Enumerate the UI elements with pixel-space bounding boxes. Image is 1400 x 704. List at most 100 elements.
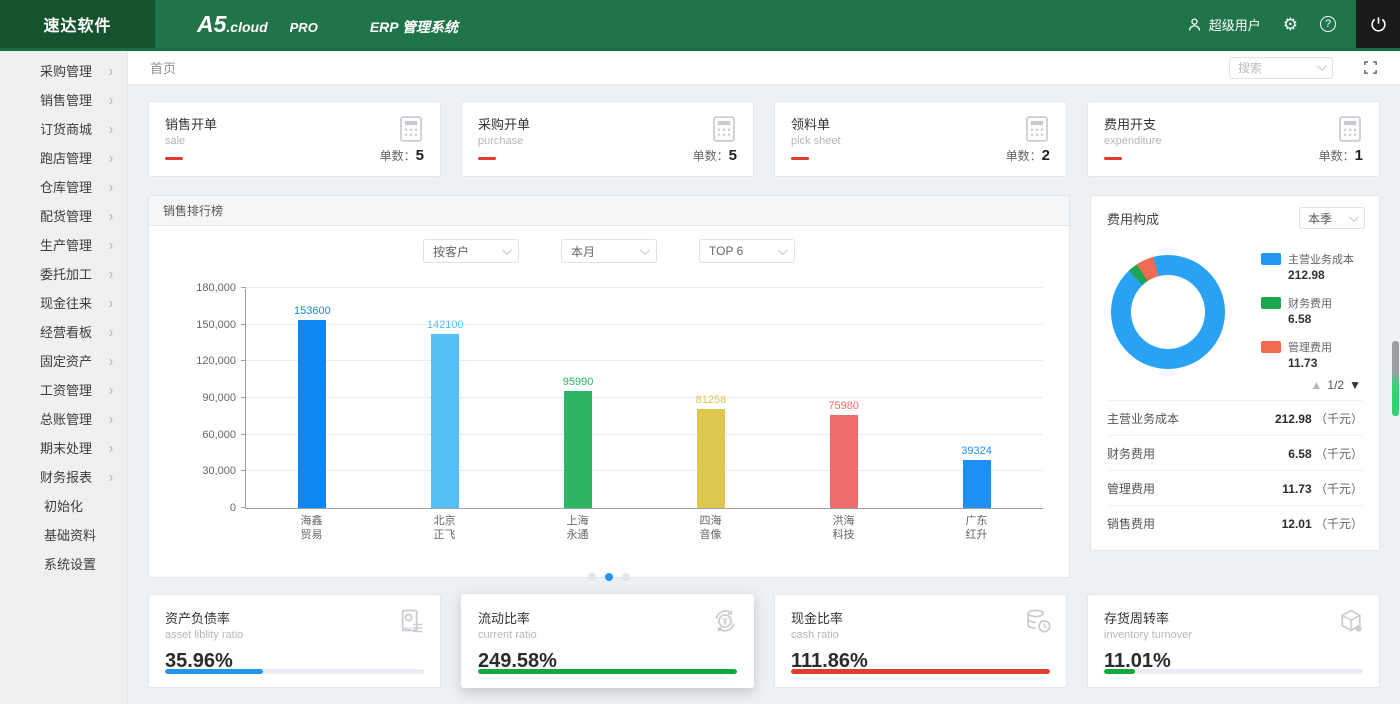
stat-card-subtitle: sale	[165, 135, 424, 147]
stat-card-title: 采购开单	[478, 114, 737, 133]
scrollbar-track	[1391, 51, 1399, 704]
chevron-right-icon: ›	[109, 206, 113, 224]
progress-track	[791, 669, 1050, 674]
chart-filter-select-2[interactable]: 本月	[561, 239, 657, 263]
sidebar-item-15[interactable]: 财务报表›	[0, 462, 127, 491]
user-icon	[1186, 16, 1203, 33]
filter-value: TOP 6	[709, 244, 743, 258]
bar[interactable]	[963, 460, 991, 508]
search-input[interactable]: 搜索	[1229, 57, 1333, 79]
ratio-card-1[interactable]: 资产负债率asset liblity ratio 35.96%	[148, 594, 441, 688]
scrollbar-thumb[interactable]	[1392, 341, 1399, 416]
chevron-right-icon: ›	[109, 380, 113, 398]
ratio-card-2[interactable]: 流动比率current ratio 249.58%	[461, 594, 754, 688]
help-icon: ?	[1320, 16, 1336, 32]
document-coin-icon	[398, 607, 426, 635]
progress-track	[478, 669, 737, 674]
help-button[interactable]: ?	[1320, 16, 1336, 32]
bar-value-label: 142100	[427, 319, 464, 331]
red-dash-indicator	[1104, 157, 1122, 160]
ratio-card-subtitle: current ratio	[478, 629, 737, 641]
calculator-icon	[1335, 114, 1365, 144]
expense-row-label: 财务费用	[1107, 445, 1155, 462]
sidebar-item-18[interactable]: 系统设置	[0, 549, 127, 578]
carousel-dot-3[interactable]	[622, 573, 630, 581]
filter-value: 按客户	[433, 243, 469, 260]
sidebar-item-12[interactable]: 工资管理›	[0, 375, 127, 404]
pager-down-icon[interactable]: ▼	[1349, 378, 1361, 392]
sidebar-item-17[interactable]: 基础资料	[0, 520, 127, 549]
stat-card-icon-wrap	[396, 114, 426, 149]
chevron-right-icon: ›	[109, 264, 113, 282]
dashboard-mid-row: 销售排行榜 按客户本月TOP 6 030,00060,00090,000120,…	[148, 195, 1380, 578]
breadcrumb-bar: 首页 搜索	[128, 51, 1400, 85]
bar[interactable]	[431, 334, 459, 508]
sidebar-item-16[interactable]: 初始化	[0, 491, 127, 520]
chevron-down-icon	[778, 245, 788, 255]
bar[interactable]	[298, 320, 326, 508]
stat-card-subtitle: purchase	[478, 135, 737, 147]
bar-column: 153600	[246, 289, 379, 508]
bar[interactable]	[697, 409, 725, 508]
sidebar-item-14[interactable]: 期末处理›	[0, 433, 127, 462]
power-icon	[1369, 15, 1388, 34]
chevron-down-icon	[640, 245, 650, 255]
calculator-icon	[709, 114, 739, 144]
product-brand: A5 .cloud PRO ERP 管理系统	[197, 11, 458, 38]
settings-button[interactable]: ⚙	[1283, 16, 1298, 33]
bar-series: 15360014210095990812587598039324	[246, 289, 1043, 508]
y-axis-label: 180,000	[196, 282, 236, 294]
bar[interactable]	[830, 415, 858, 508]
sidebar-item-5[interactable]: 仓库管理›	[0, 172, 127, 201]
inventory-box-icon	[1337, 607, 1365, 635]
logout-button[interactable]	[1356, 0, 1400, 48]
brand-suffix: .cloud	[226, 19, 267, 35]
bar-value-label: 81258	[696, 394, 727, 406]
stat-card-1[interactable]: 销售开单sale 单数：5	[148, 101, 441, 177]
chart-filter-select-3[interactable]: TOP 6	[699, 239, 795, 263]
progress-fill	[791, 669, 1050, 674]
expense-row-value: 11.73 （千元）	[1282, 480, 1363, 497]
carousel-dot-2[interactable]	[605, 573, 613, 581]
sidebar-item-11[interactable]: 固定资产›	[0, 346, 127, 375]
user-menu[interactable]: 超级用户	[1186, 15, 1261, 34]
ratio-card-title: 资产负债率	[165, 608, 424, 627]
brand-name: A5	[197, 11, 226, 38]
fullscreen-button[interactable]	[1363, 60, 1378, 75]
stat-card-3[interactable]: 领料单pick sheet 单数：2	[774, 101, 1067, 177]
legend-item-top: 管理费用	[1261, 339, 1363, 355]
sidebar-item-13[interactable]: 总账管理›	[0, 404, 127, 433]
sidebar-item-2[interactable]: 销售管理›	[0, 85, 127, 114]
sidebar-item-8[interactable]: 委托加工›	[0, 259, 127, 288]
breadcrumb-home-tab[interactable]: 首页	[150, 58, 176, 77]
sidebar-item-6[interactable]: 配货管理›	[0, 201, 127, 230]
bar-column: 75980	[777, 289, 910, 508]
ratio-card-3[interactable]: 现金比率cash ratio 111.86%	[774, 594, 1067, 688]
stat-card-2[interactable]: 采购开单purchase 单数：5	[461, 101, 754, 177]
progress-fill	[478, 669, 737, 674]
chevron-right-icon: ›	[109, 119, 113, 137]
sidebar-item-7[interactable]: 生产管理›	[0, 230, 127, 259]
sidebar-item-3[interactable]: 订货商城›	[0, 114, 127, 143]
sidebar-item-9[interactable]: 现金往来›	[0, 288, 127, 317]
chart-filter-select-1[interactable]: 按客户	[423, 239, 519, 263]
sales-ranking-panel: 销售排行榜 按客户本月TOP 6 030,00060,00090,000120,…	[148, 195, 1070, 578]
pager-up-icon[interactable]: ▲	[1311, 378, 1323, 392]
bar-value-label: 95990	[563, 376, 594, 388]
sidebar-item-1[interactable]: 采购管理›	[0, 56, 127, 85]
expense-row: 管理费用11.73 （千元）	[1107, 470, 1363, 505]
y-axis-label: 0	[230, 502, 236, 514]
period-select[interactable]: 本季	[1299, 207, 1365, 229]
expense-row-value: 6.58 （千元）	[1288, 445, 1363, 462]
stat-card-4[interactable]: 费用开支expenditure 单数：1	[1087, 101, 1380, 177]
ratio-card-4[interactable]: 存货周转率inventory turnover 11.01%	[1087, 594, 1380, 688]
sidebar-item-10[interactable]: 经营看板›	[0, 317, 127, 346]
app-logo: 速达软件	[0, 0, 155, 48]
sidebar-item-4[interactable]: 跑店管理›	[0, 143, 127, 172]
bar[interactable]	[564, 391, 592, 508]
bar-column: 81258	[644, 289, 777, 508]
donut-chart[interactable]	[1111, 255, 1225, 369]
carousel-dot-1[interactable]	[588, 573, 596, 581]
stat-card-title: 领料单	[791, 114, 1050, 133]
sidebar-nav: 采购管理›销售管理›订货商城›跑店管理›仓库管理›配货管理›生产管理›委托加工›…	[0, 51, 128, 704]
